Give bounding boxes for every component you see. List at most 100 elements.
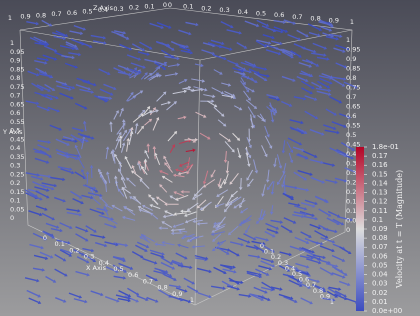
glyph-head	[85, 238, 89, 242]
glyph-shaft	[255, 40, 265, 47]
glyph-shaft	[74, 102, 86, 109]
glyph-shaft	[211, 169, 216, 176]
glyph-shaft	[338, 280, 348, 286]
glyph-head	[261, 117, 265, 122]
glyph-shaft	[149, 22, 162, 28]
glyph-head	[187, 48, 191, 52]
glyph-head	[173, 130, 178, 135]
glyph-head	[271, 264, 276, 268]
glyph-shaft	[141, 237, 151, 244]
glyph-shaft	[61, 83, 73, 89]
glyph-head	[338, 287, 342, 291]
glyph-head	[165, 269, 169, 274]
glyph-shaft	[316, 56, 327, 60]
y-tick-label: 0.15	[346, 198, 360, 206]
glyph-shaft	[240, 80, 248, 91]
glyph-head	[168, 25, 172, 29]
glyph-shaft	[338, 113, 349, 118]
color-bar-tick-label: 1.8e-01	[372, 143, 399, 151]
glyph-shaft	[76, 77, 88, 83]
z-tick-label: 0.7	[51, 10, 61, 18]
glyph-shaft	[296, 75, 307, 82]
glyph-shaft	[85, 225, 95, 232]
glyph-shaft	[87, 192, 100, 197]
glyph-shaft	[105, 149, 109, 160]
glyph-shaft	[124, 67, 137, 75]
glyph-head	[270, 259, 275, 264]
glyph-shaft	[344, 167, 356, 173]
glyph-head	[158, 226, 162, 230]
glyph-head	[339, 269, 344, 273]
glyph-head	[266, 134, 270, 138]
z-tick-label: 0.8	[36, 11, 46, 19]
glyph-shaft	[282, 174, 286, 186]
glyph-shaft	[321, 297, 333, 301]
glyph-head	[310, 60, 315, 65]
glyph-shaft	[207, 100, 216, 107]
glyph-shaft	[75, 226, 86, 232]
y-tick-label: 0.7	[346, 93, 356, 101]
glyph-shaft	[90, 233, 103, 238]
glyph-head	[195, 22, 199, 27]
glyph-head	[227, 231, 232, 236]
glyph-head	[326, 85, 331, 89]
glyph-head	[179, 261, 184, 266]
color-bar-tick-label: 0.06	[372, 252, 388, 260]
glyph-shaft	[79, 88, 92, 93]
glyph-head	[213, 221, 217, 226]
glyph-head	[245, 89, 250, 93]
glyph-head	[148, 46, 153, 50]
glyph-shaft	[152, 119, 159, 131]
glyph-head	[342, 275, 346, 279]
glyph-head	[69, 225, 73, 230]
glyph-shaft	[94, 95, 107, 101]
glyph-shaft	[115, 134, 121, 142]
glyph-shaft	[152, 205, 161, 210]
x-tick-label: 0.5	[113, 265, 123, 273]
glyph-head	[120, 176, 125, 181]
glyph-head	[264, 67, 268, 71]
glyph-head	[266, 186, 271, 191]
glyph-head	[311, 250, 315, 254]
glyph-shaft	[296, 187, 307, 191]
axis-ticks: 00.10.20.30.40.50.60.70.80.9100.10.20.30…	[2, 1, 360, 306]
glyph-head	[86, 272, 90, 277]
glyph-shaft	[182, 87, 189, 90]
glyph-head	[48, 174, 52, 179]
glyph-shaft	[229, 225, 239, 234]
glyph-head	[93, 229, 97, 233]
glyph-head	[69, 250, 73, 255]
glyph-head	[101, 211, 105, 215]
glyph-head	[129, 130, 134, 135]
x-tick-label: 0	[43, 234, 47, 242]
glyph-shaft	[104, 241, 116, 246]
glyph-shaft	[198, 199, 207, 207]
glyph-head	[238, 222, 242, 226]
glyph-shaft	[269, 104, 276, 112]
glyph-head	[71, 85, 76, 90]
glyph-head	[221, 41, 225, 46]
glyph-shaft	[178, 80, 186, 84]
glyph-shaft	[248, 254, 258, 258]
glyph-head	[204, 88, 208, 92]
glyph-head	[336, 221, 340, 225]
glyph-head	[303, 177, 308, 181]
glyph-shaft	[144, 236, 155, 243]
glyph-head	[117, 168, 122, 172]
glyph-shaft	[204, 170, 209, 182]
glyph-head	[116, 299, 120, 303]
glyph-head	[237, 155, 242, 159]
glyph-shaft	[32, 267, 43, 271]
glyph-shaft	[331, 78, 343, 86]
glyph-shaft	[213, 225, 225, 232]
glyph-head	[110, 92, 114, 96]
glyph-head	[303, 130, 308, 134]
glyph-shaft	[126, 140, 129, 152]
glyph-head	[192, 219, 196, 224]
glyph-shaft	[326, 290, 336, 297]
glyph-head	[309, 301, 313, 305]
y-tick-label: 0.25	[10, 170, 24, 178]
glyph-head	[345, 153, 350, 157]
glyph-shaft	[184, 88, 193, 91]
glyph-head	[295, 266, 299, 271]
